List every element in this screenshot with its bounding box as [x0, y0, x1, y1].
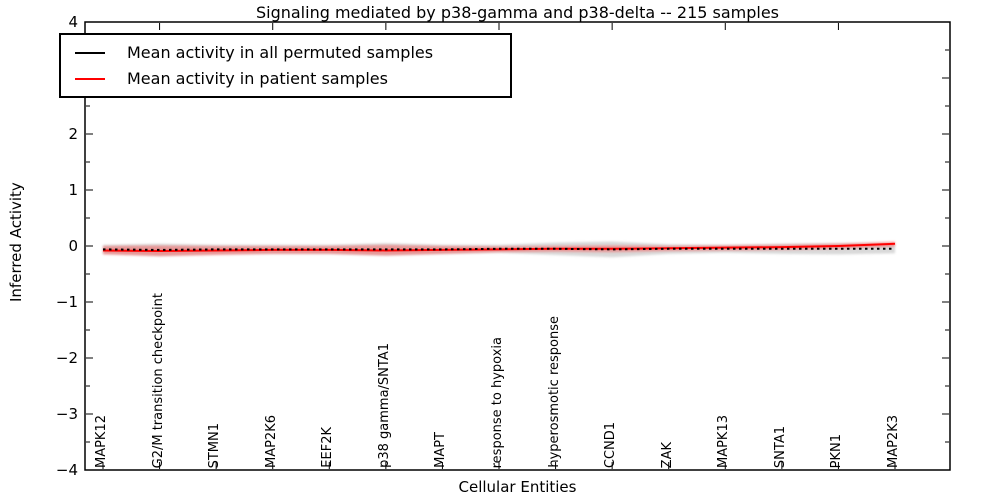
x-tick-label: G2/M transition checkpoint: [150, 292, 166, 468]
x-tick-label: MAP2K6: [263, 414, 279, 468]
x-tick-label: MAPT: [433, 432, 449, 468]
legend-line-sample-red: [75, 77, 105, 80]
y-tick-label: −4: [55, 461, 78, 479]
y-tick-label: 4: [68, 13, 78, 31]
y-tick-label: 0: [68, 237, 78, 255]
legend-item-patient: Mean activity in patient samples: [61, 69, 510, 88]
x-tick-label: response to hypoxia: [490, 336, 505, 468]
chart-title: Signaling mediated by p38-gamma and p38-…: [255, 3, 780, 22]
x-tick-label: ZAK: [659, 441, 675, 468]
legend-item-permuted: Mean activity in all permuted samples: [61, 43, 510, 62]
x-tick-label: EEF2K: [320, 427, 336, 468]
legend: Mean activity in all permuted samples Me…: [59, 33, 512, 98]
y-tick-label: −2: [55, 349, 78, 367]
x-tick-label: hyperosmotic response: [546, 316, 562, 468]
x-tick-label: MAPK12: [94, 414, 109, 468]
x-axis-label: Cellular Entities: [458, 478, 577, 496]
y-tick-label: −3: [55, 405, 78, 423]
x-tick-label: SNTA1: [772, 425, 788, 468]
x-tick-label: PKN1: [829, 433, 845, 468]
legend-label-permuted: Mean activity in all permuted samples: [127, 43, 434, 62]
y-axis-label: Inferred Activity: [7, 182, 25, 302]
x-tick-label: CCND1: [603, 421, 619, 468]
legend-label-patient: Mean activity in patient samples: [127, 69, 388, 88]
y-tick-label: 2: [68, 125, 78, 143]
y-tick-label: −1: [55, 293, 78, 311]
x-tick-label: MAPK13: [716, 414, 732, 468]
x-tick-label: MAP2K3: [886, 414, 901, 468]
legend-line-sample-black: [75, 51, 105, 54]
x-tick-label: STMN1: [207, 422, 223, 468]
y-tick-label: 1: [68, 181, 78, 199]
x-tick-label: p38 gamma/SNTA1: [376, 343, 392, 468]
